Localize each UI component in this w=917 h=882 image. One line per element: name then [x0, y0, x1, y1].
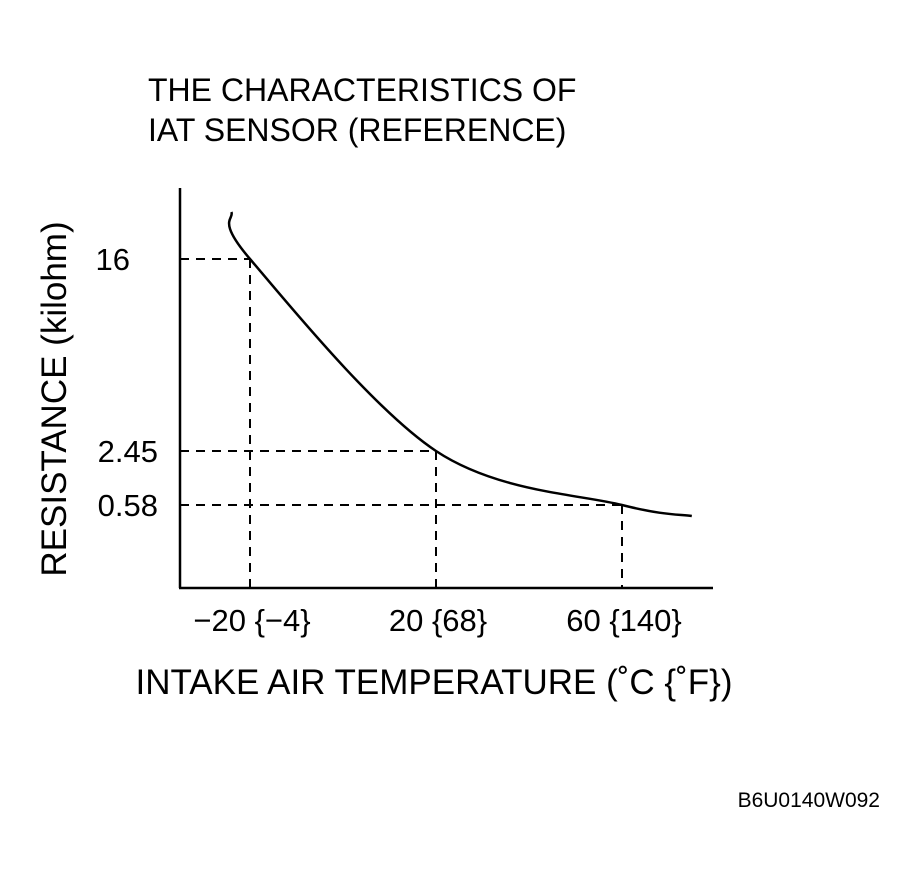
y-tick-label: 2.45	[98, 434, 158, 469]
chart-title-line-2: IAT SENSOR (REFERENCE)	[148, 112, 566, 148]
x-axis-label: INTAKE AIR TEMPERATURE (˚C {˚F})	[135, 663, 732, 702]
chart-title-line-1: THE CHARACTERISTICS OF	[148, 72, 576, 108]
x-tick-label: −20 {−4}	[193, 603, 310, 638]
x-tick-label: 60 {140}	[566, 603, 682, 638]
x-tick-label: 20 {68}	[389, 603, 487, 638]
y-tick-label: 0.58	[98, 488, 158, 523]
series-curve	[227, 211, 692, 518]
reference-lines	[180, 258, 623, 588]
figure-code: B6U0140W092	[738, 789, 880, 812]
y-axis-label: RESISTANCE (kilohm)	[35, 221, 74, 576]
y-tick-label: 16	[96, 242, 130, 277]
